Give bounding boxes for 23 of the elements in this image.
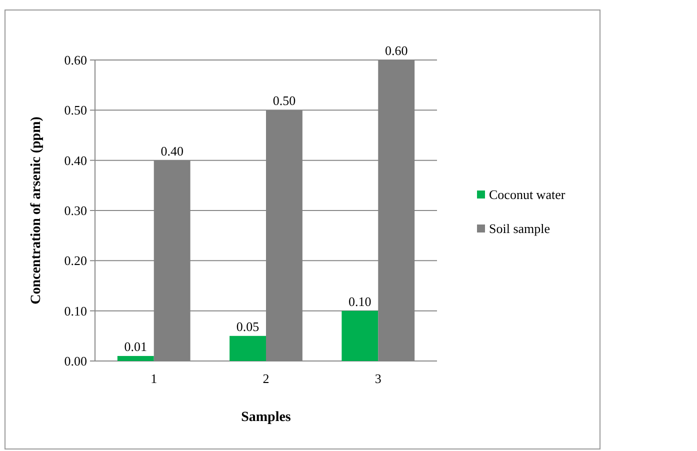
data-label: 0.40 xyxy=(160,143,184,158)
data-label: 0.01 xyxy=(124,338,148,354)
y-tick-label: 0.30 xyxy=(64,203,87,218)
y-axis-title: Concentration of arsenic (ppm) xyxy=(29,116,44,304)
y-tick-label: 0.50 xyxy=(64,102,87,118)
y-tick-label: 0.00 xyxy=(64,354,87,369)
y-tick-label: 0.10 xyxy=(64,303,87,318)
legend-label: Coconut water xyxy=(489,187,566,202)
bar xyxy=(117,356,154,361)
data-label: 0.10 xyxy=(348,294,372,309)
data-label: 0.60 xyxy=(384,43,408,58)
x-tick-label: 1 xyxy=(150,371,158,386)
x-tick-label: 2 xyxy=(262,371,270,386)
x-tick-label: 3 xyxy=(374,371,382,386)
x-axis-title: Samples xyxy=(241,410,292,425)
bar xyxy=(230,336,266,361)
y-tick-label: 0.20 xyxy=(64,253,87,268)
y-tick-label: 0.60 xyxy=(64,52,87,68)
y-tick-label: 0.40 xyxy=(64,152,87,168)
data-label: 0.50 xyxy=(272,93,296,108)
legend-label: Soil sample xyxy=(489,221,550,236)
data-label: 0.05 xyxy=(236,318,260,334)
bar xyxy=(342,310,378,361)
